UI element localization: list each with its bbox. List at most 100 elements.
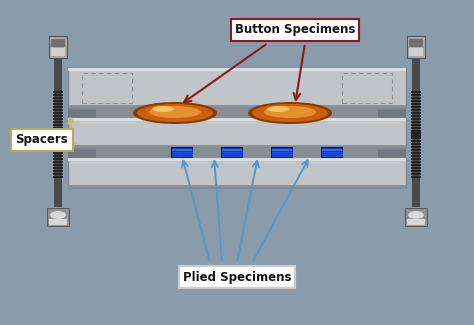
Ellipse shape <box>408 211 424 219</box>
Bar <box>411 167 421 169</box>
Bar <box>411 173 421 175</box>
Bar <box>53 176 63 178</box>
Bar <box>411 91 421 93</box>
Bar <box>53 152 63 154</box>
Bar <box>53 149 63 151</box>
Bar <box>53 109 63 111</box>
Bar <box>53 164 63 166</box>
Bar <box>51 39 65 47</box>
Bar <box>53 94 63 96</box>
Bar <box>411 164 421 166</box>
Ellipse shape <box>252 104 328 122</box>
Bar <box>68 145 406 148</box>
Bar <box>68 148 406 158</box>
Bar <box>68 68 406 108</box>
Bar <box>409 48 423 56</box>
Bar <box>53 115 63 117</box>
Bar <box>53 121 63 123</box>
Bar <box>411 124 421 126</box>
Bar <box>53 91 63 93</box>
Bar <box>411 118 421 120</box>
Bar <box>411 121 421 123</box>
Bar <box>411 112 421 114</box>
Bar <box>411 136 421 138</box>
Bar <box>411 146 421 148</box>
Ellipse shape <box>50 211 66 219</box>
Bar <box>411 106 421 108</box>
Bar <box>68 118 406 121</box>
Bar <box>53 155 63 157</box>
Bar <box>53 133 63 135</box>
Bar <box>405 208 427 226</box>
Bar <box>53 106 63 108</box>
Bar <box>411 137 421 139</box>
Bar <box>411 97 421 99</box>
Bar <box>53 118 63 120</box>
Bar <box>411 130 421 132</box>
Bar <box>272 149 292 151</box>
Bar <box>53 140 63 142</box>
Bar <box>221 147 243 158</box>
Bar <box>172 148 192 157</box>
Bar <box>411 140 421 142</box>
Bar <box>68 185 406 188</box>
Bar <box>53 97 63 99</box>
Bar <box>271 147 293 158</box>
Bar <box>47 208 69 226</box>
Bar <box>53 124 63 126</box>
Bar <box>68 68 406 71</box>
Bar <box>378 108 406 118</box>
Bar <box>171 147 193 158</box>
Bar <box>407 219 425 225</box>
Bar <box>411 155 421 157</box>
Ellipse shape <box>267 106 289 112</box>
Bar <box>53 137 63 139</box>
Ellipse shape <box>152 106 174 112</box>
Bar <box>411 109 421 111</box>
Bar <box>411 170 421 172</box>
Bar <box>322 148 342 157</box>
Bar <box>53 143 63 145</box>
Bar <box>68 108 96 118</box>
Bar <box>49 36 67 58</box>
Bar <box>53 158 63 160</box>
Bar <box>411 176 421 178</box>
Bar <box>51 48 65 56</box>
Text: Button Specimens: Button Specimens <box>235 23 355 36</box>
Bar <box>68 105 406 108</box>
Bar <box>68 108 406 118</box>
Bar <box>321 147 343 158</box>
Bar <box>68 148 96 158</box>
Bar <box>411 158 421 160</box>
Bar <box>411 131 421 133</box>
Bar <box>53 136 63 138</box>
Bar <box>411 100 421 102</box>
Ellipse shape <box>133 102 217 124</box>
Bar <box>53 161 63 163</box>
Bar <box>172 149 192 151</box>
Bar <box>53 173 63 175</box>
Bar <box>409 39 423 47</box>
Bar <box>222 149 242 151</box>
Ellipse shape <box>248 102 332 124</box>
Bar <box>53 112 63 114</box>
Bar <box>411 161 421 163</box>
Bar <box>412 55 420 207</box>
Bar <box>53 131 63 133</box>
Ellipse shape <box>264 106 316 118</box>
Bar <box>53 146 63 148</box>
Bar <box>54 55 62 207</box>
Bar <box>53 127 63 129</box>
Bar <box>411 149 421 151</box>
Bar <box>68 118 406 148</box>
Bar <box>272 148 292 157</box>
Bar <box>411 94 421 96</box>
Bar <box>411 133 421 135</box>
Bar <box>53 103 63 105</box>
Bar <box>411 115 421 117</box>
Bar <box>222 148 242 157</box>
Bar <box>53 100 63 102</box>
Bar <box>411 143 421 145</box>
Ellipse shape <box>137 104 213 122</box>
Bar <box>53 130 63 132</box>
